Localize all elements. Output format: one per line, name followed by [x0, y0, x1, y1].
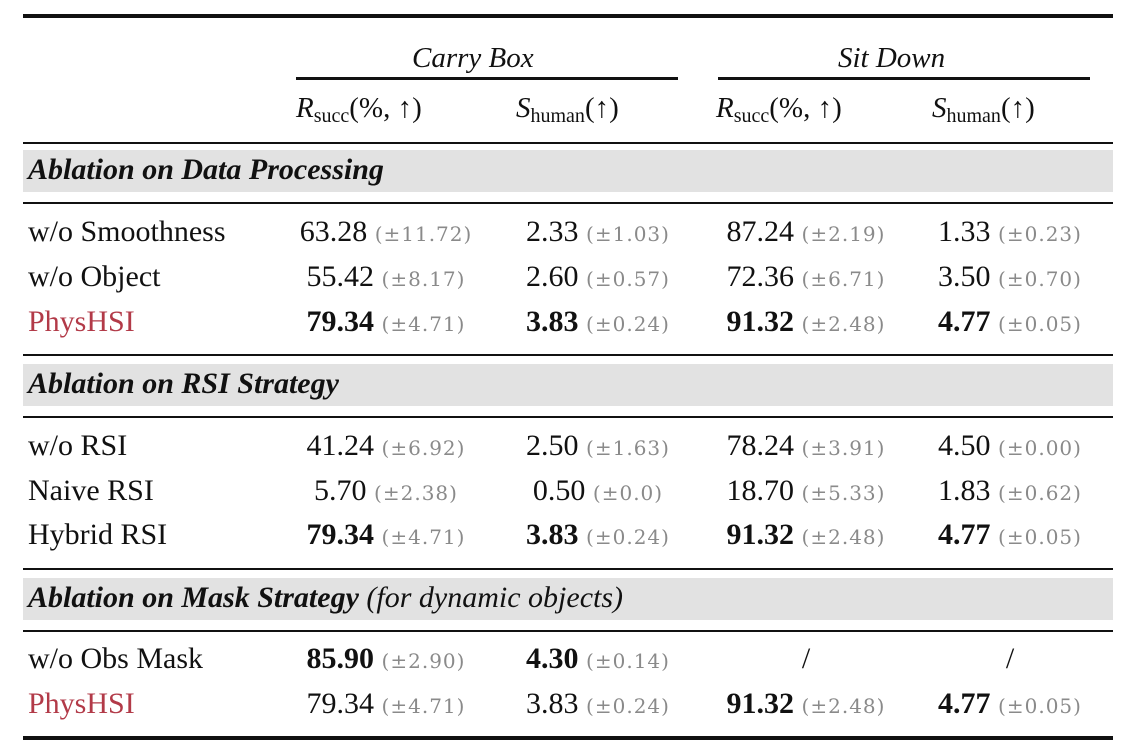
table-cell: 87.24 (±2.19)	[726, 215, 886, 248]
table-cell: 4.77 (±0.05)	[938, 687, 1082, 720]
table-cell: /	[1005, 642, 1015, 675]
table-cell: 91.32 (±2.48)	[726, 687, 886, 720]
row-label: w/o Object	[28, 260, 161, 293]
table-cell: /	[801, 642, 811, 675]
table-cell: 85.90 (±2.90)	[306, 642, 466, 675]
section-rule	[23, 416, 1113, 418]
table-cell: 4.77 (±0.05)	[938, 305, 1082, 338]
row-label: Naive RSI	[28, 474, 154, 507]
col-header-rsucc-sit: Rsucc(%, ↑)	[716, 92, 842, 127]
section-band-mask-strategy	[23, 578, 1113, 620]
section-title-data-processing: Ablation on Data Processing	[28, 153, 384, 186]
row-label: w/o Smoothness	[28, 215, 226, 248]
section-rule	[23, 202, 1113, 204]
table-cell: 1.83 (±0.62)	[938, 474, 1082, 507]
table-cell: 2.50 (±1.63)	[526, 429, 670, 462]
table-row: PhysHSI 79.34 (±4.71) 3.83 (±0.24) 91.32…	[0, 687, 1125, 731]
table-cell: 55.42 (±8.17)	[306, 260, 466, 293]
col-header-shuman-sit: Shuman(↑)	[932, 92, 1035, 127]
table-cell: 78.24 (±3.91)	[726, 429, 886, 462]
table-cell: 2.33 (±1.03)	[526, 215, 670, 248]
row-label: PhysHSI	[28, 687, 135, 720]
table-cell: 3.83 (±0.24)	[526, 518, 670, 551]
table-cell: 63.28 (±11.72)	[299, 215, 473, 248]
header-rule	[23, 142, 1113, 144]
col-header-rsucc-carry: Rsucc(%, ↑)	[296, 92, 422, 127]
table-cell: 3.50 (±0.70)	[938, 260, 1082, 293]
cmidrule-sit-down	[718, 77, 1090, 80]
table-cell: 41.24 (±6.92)	[306, 429, 466, 462]
group-header-carry-box: Carry Box	[412, 42, 534, 74]
table-cell: 4.77 (±0.05)	[938, 518, 1082, 551]
table-cell: 18.70 (±5.33)	[726, 474, 886, 507]
table-cell: 91.32 (±2.48)	[726, 305, 886, 338]
table-bottom-rule	[23, 736, 1113, 740]
row-label: w/o RSI	[28, 429, 128, 462]
table-cell: 72.36 (±6.71)	[726, 260, 886, 293]
table-cell: 2.60 (±0.57)	[526, 260, 670, 293]
table-cell: 3.83 (±0.24)	[526, 305, 670, 338]
cmidrule-carry-box	[296, 77, 678, 80]
table-row: w/o Obs Mask 85.90 (±2.90) 4.30 (±0.14) …	[0, 642, 1125, 686]
table-cell: 79.34 (±4.71)	[306, 687, 466, 720]
section-title-rsi-strategy: Ablation on RSI Strategy	[28, 367, 339, 400]
section-rule	[23, 630, 1113, 632]
table-cell: 3.83 (±0.24)	[526, 687, 670, 720]
table-row: Naive RSI 5.70 (±2.38) 0.50 (±0.0) 18.70…	[0, 474, 1125, 518]
table-row: w/o RSI 41.24 (±6.92) 2.50 (±1.63) 78.24…	[0, 429, 1125, 473]
table-cell: 79.34 (±4.71)	[306, 305, 466, 338]
table-row: w/o Smoothness 63.28 (±11.72) 2.33 (±1.0…	[0, 215, 1125, 259]
section-title-mask-strategy: Ablation on Mask Strategy (for dynamic o…	[28, 581, 624, 614]
row-label: PhysHSI	[28, 305, 135, 338]
group-header-sit-down: Sit Down	[838, 42, 946, 74]
section-rule	[23, 354, 1113, 356]
col-header-shuman-carry: Shuman(↑)	[516, 92, 619, 127]
section-band-data-processing	[23, 150, 1113, 192]
table-cell: 5.70 (±2.38)	[314, 474, 458, 507]
table-cell: 79.34 (±4.71)	[306, 518, 466, 551]
table-cell: 1.33 (±0.23)	[938, 215, 1082, 248]
table-cell: 0.50 (±0.0)	[532, 474, 664, 507]
table-cell: 4.30 (±0.14)	[526, 642, 670, 675]
row-label: w/o Obs Mask	[28, 642, 204, 675]
section-rule	[23, 568, 1113, 570]
table-cell: 4.50 (±0.00)	[938, 429, 1082, 462]
table-cell: 91.32 (±2.48)	[726, 518, 886, 551]
table-row: w/o Object 55.42 (±8.17) 2.60 (±0.57) 72…	[0, 260, 1125, 304]
table-row: PhysHSI 79.34 (±4.71) 3.83 (±0.24) 91.32…	[0, 305, 1125, 349]
row-label: Hybrid RSI	[28, 518, 168, 551]
table-top-rule	[23, 14, 1113, 18]
section-band-rsi-strategy	[23, 364, 1113, 406]
table-row: Hybrid RSI 79.34 (±4.71) 3.83 (±0.24) 91…	[0, 518, 1125, 562]
